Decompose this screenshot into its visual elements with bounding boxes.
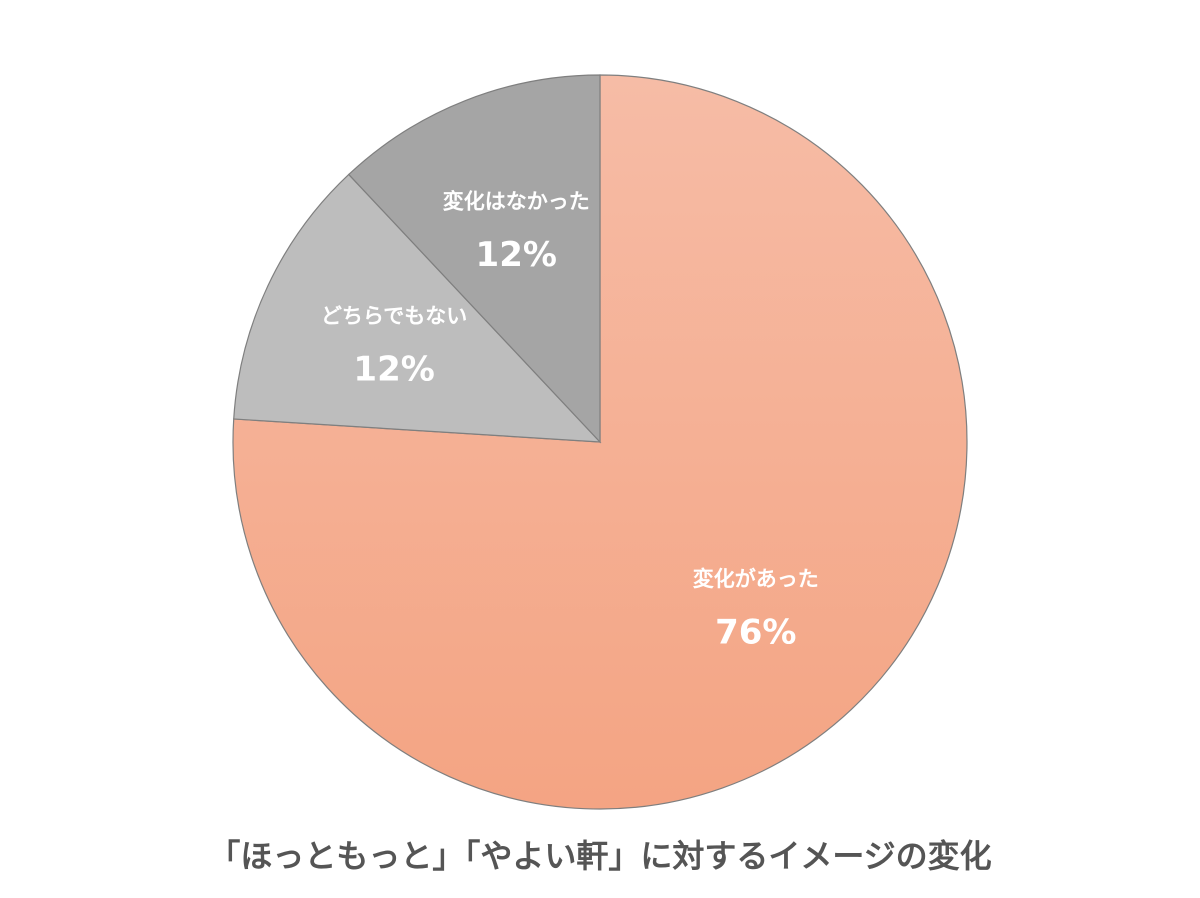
slice-value-label: 12% xyxy=(353,350,434,390)
slice-category: 変化があった xyxy=(693,567,819,591)
slice-category: どちらでもない xyxy=(321,304,467,328)
labels: 変化があった 76% どちらでもない 12% 変化はなかった 12% xyxy=(321,189,819,652)
slice-value-label: 76% xyxy=(715,612,796,652)
slice xyxy=(233,173,602,443)
slice xyxy=(347,74,601,444)
slice-value-label: 12% xyxy=(476,235,557,275)
chart-title: 「ほっともっと」「やよい軒」に対するイメージの変化 xyxy=(208,837,991,875)
pie xyxy=(232,74,968,810)
slice-category: 変化はなかった xyxy=(443,189,590,213)
